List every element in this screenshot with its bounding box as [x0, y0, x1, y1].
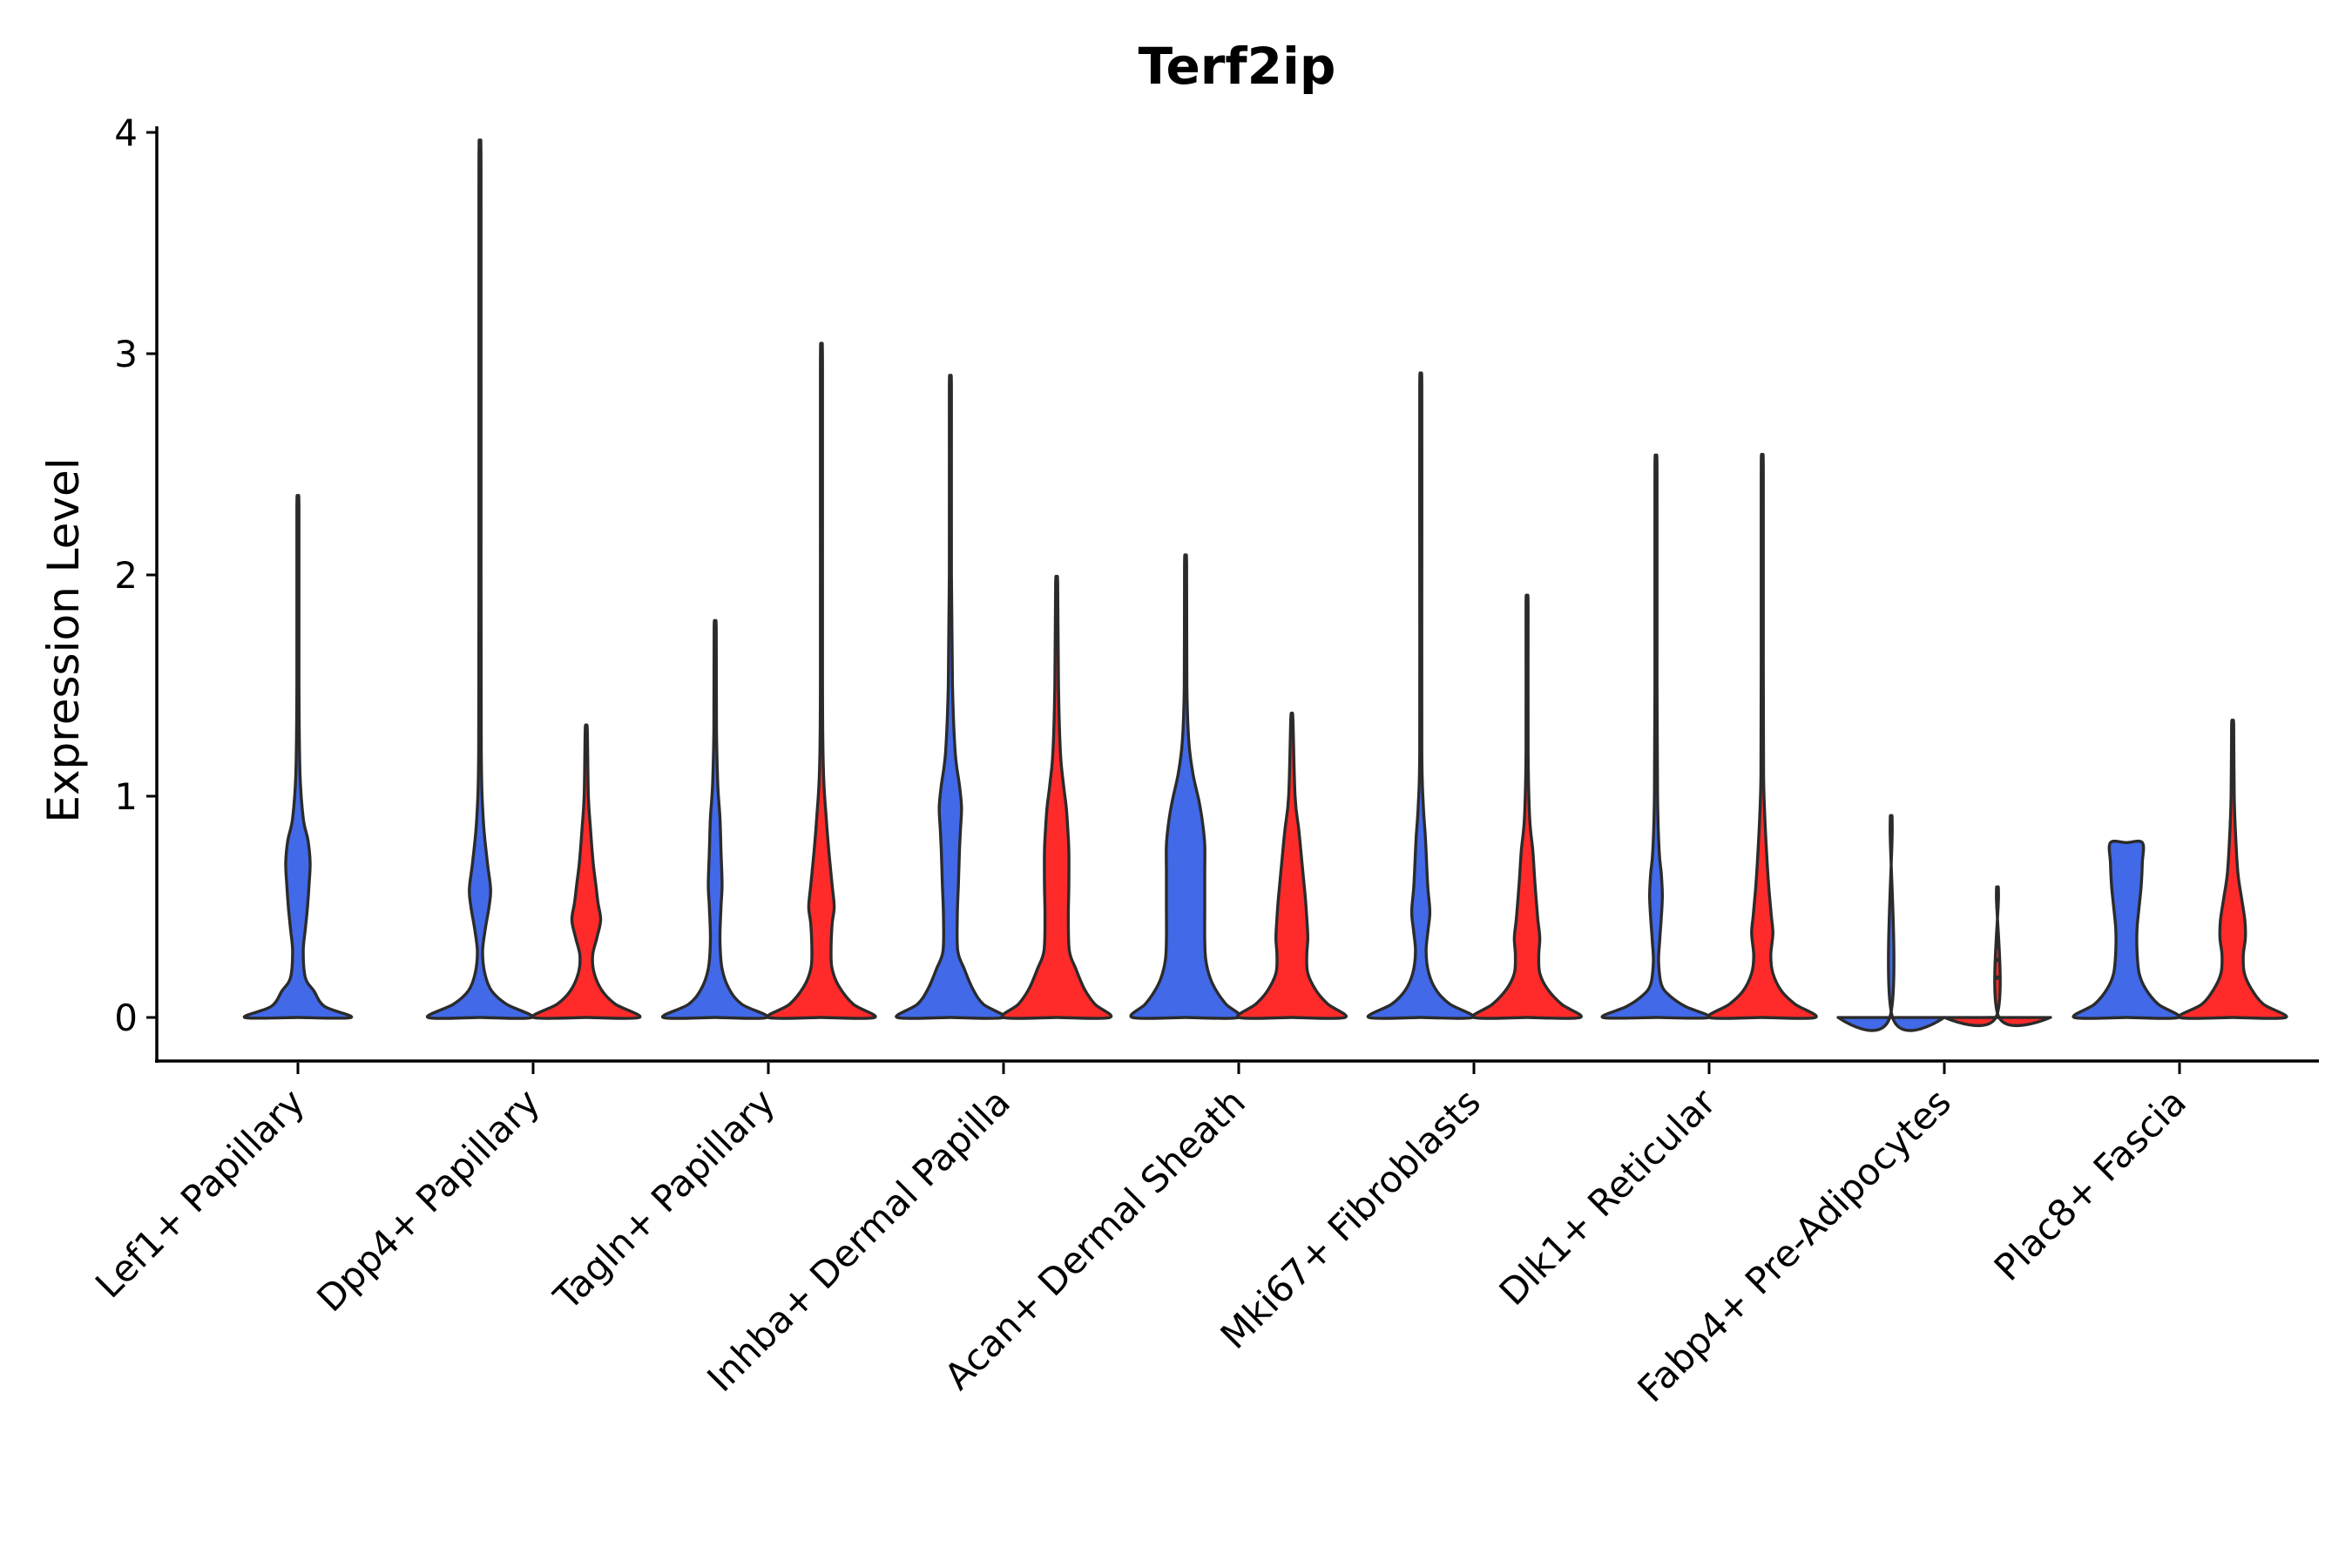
y-tick-label: 4: [114, 112, 138, 154]
violin-point: [1995, 893, 2000, 898]
violin-group-1: [1836, 814, 1946, 1032]
violin-point: [1995, 975, 2000, 980]
x-tick-label: Tagln+ Papillary: [545, 1080, 783, 1318]
violin-group-1: [1129, 553, 1242, 1020]
y-tick-label: 2: [114, 554, 138, 597]
y-ticks: 0 1 2 3 4: [114, 112, 157, 1039]
violin-group-1: [1366, 371, 1476, 1020]
y-tick-label: 3: [114, 333, 138, 375]
chart-title: Terf2ip: [1139, 37, 1336, 96]
violin-group-1: [242, 494, 354, 1020]
x-tick-label: Lef1+ Papillary: [87, 1080, 313, 1306]
violin-group-2: [1000, 574, 1113, 1020]
violin-point: [1995, 957, 2000, 963]
violin-group-1: [425, 139, 535, 1020]
violin-group-2: [1235, 711, 1348, 1020]
violin-group-1: [660, 618, 770, 1020]
y-tick-label: 1: [114, 775, 138, 818]
violin-group-2: [1471, 593, 1583, 1020]
axes-layer: [155, 126, 2319, 1063]
violin-group-2: [1707, 452, 1818, 1020]
violins-layer: [242, 139, 2288, 1032]
violin-point: [1995, 944, 2000, 950]
violin-point: [1995, 904, 2000, 909]
x-tick-label: Mki67+ Fibroblasts: [1213, 1080, 1489, 1356]
x-tick-label: Dlk1+ Reticular: [1491, 1080, 1725, 1314]
violin-group-2: [766, 341, 877, 1020]
violin-group-1: [895, 374, 1006, 1020]
y-axis-label: Expression Level: [38, 457, 89, 822]
y-tick-label: 0: [114, 997, 138, 1039]
violin-group-2: [531, 723, 642, 1020]
violin-group-2: [2177, 719, 2288, 1020]
x-tick-label: Plac8+ Fascia: [1986, 1080, 2194, 1288]
violin-group-1: [2072, 839, 2181, 1020]
violin-group-1: [1600, 453, 1712, 1020]
x-tick-label: Dpp4+ Papillary: [308, 1080, 548, 1320]
violin-point: [1995, 930, 2000, 936]
